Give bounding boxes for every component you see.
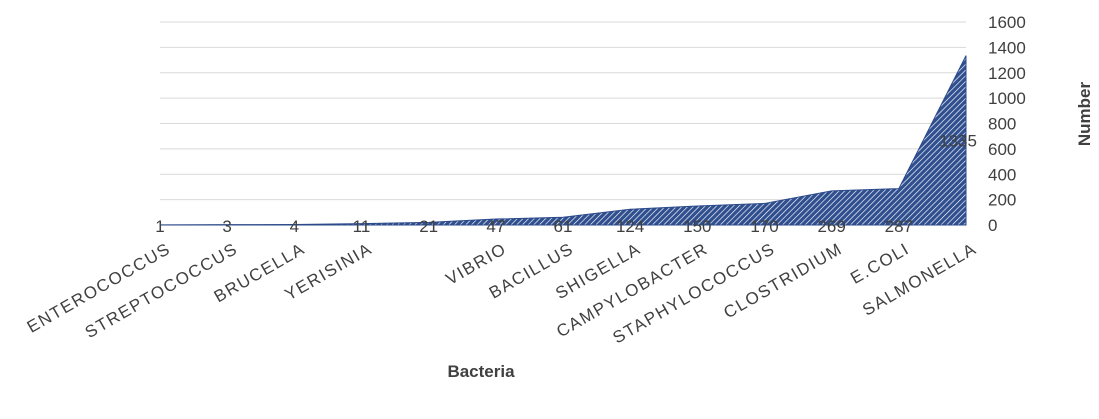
data-label: 1: [155, 217, 164, 236]
data-label: 287: [885, 217, 913, 236]
data-label: 21: [419, 217, 438, 236]
y-tick-label: 1600: [988, 13, 1026, 32]
data-label: 47: [486, 217, 505, 236]
x-axis-title: Bacteria: [447, 362, 515, 381]
y-tick-label: 800: [988, 115, 1016, 134]
y-axis-title: Number: [1075, 82, 1094, 147]
y-tick-label: 1400: [988, 38, 1026, 57]
y-tick-label: 200: [988, 191, 1016, 210]
y-tick-label: 400: [988, 165, 1016, 184]
area-fill: [159, 55, 967, 226]
data-label: 150: [683, 217, 711, 236]
y-tick-label: 0: [988, 216, 997, 235]
data-label: 124: [616, 217, 644, 236]
category-label: SALMONELLA: [859, 239, 980, 320]
area-series: [159, 55, 967, 226]
x-axis-categories: ENTEROCOCCUSSTREPTOCOCCUSBRUCELLAYERISIN…: [24, 239, 980, 348]
data-label: 11: [353, 217, 371, 236]
data-labels: 1 3 4 11 21 47 61 124 150 170 269 287 1335: [155, 131, 977, 236]
gridlines: [160, 21, 966, 226]
data-label: 170: [750, 217, 778, 236]
y-axis-ticks: 0 200 400 600 800 1000 1200 1400 1600: [988, 13, 1026, 235]
data-label: 61: [554, 217, 573, 236]
category-label: CLOSTRIDIUM: [720, 239, 845, 322]
y-tick-label: 1000: [988, 89, 1026, 108]
data-label: 1335: [939, 131, 977, 150]
y-tick-label: 1200: [988, 64, 1026, 83]
y-tick-label: 600: [988, 140, 1016, 159]
data-label: 4: [290, 217, 299, 236]
data-label: 269: [817, 217, 845, 236]
data-label: 3: [222, 217, 231, 236]
